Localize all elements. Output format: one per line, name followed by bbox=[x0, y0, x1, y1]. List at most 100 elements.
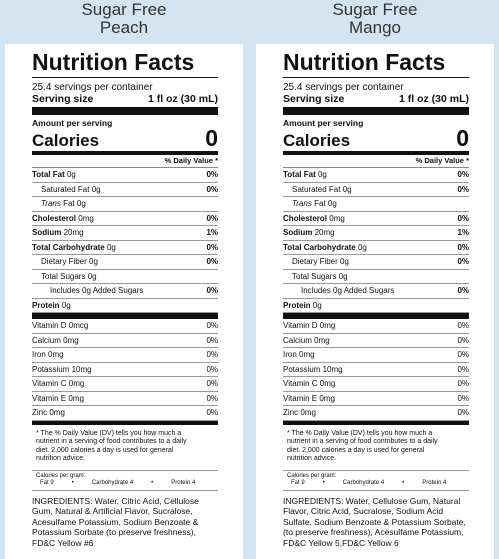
nutrient-prefix: Trans bbox=[41, 199, 61, 208]
ingredients: INGREDIENTS: Water, Cellulose Gum, Natur… bbox=[283, 495, 466, 548]
panel-heading: Nutrition Facts bbox=[32, 48, 218, 78]
cpg-label: Calories per gram: bbox=[287, 472, 337, 479]
cpg-item: Fat 9 bbox=[40, 479, 54, 486]
nutrient-dv: 0% bbox=[206, 170, 218, 179]
nutrient-dv: 0% bbox=[457, 408, 469, 417]
nutrient-name: Iron 0mg bbox=[32, 348, 64, 362]
nutrient-row: Potassium 10mg 0% bbox=[283, 363, 469, 377]
serving-size-value: 1 fl oz (30 mL) bbox=[398, 93, 469, 105]
product-title: Sugar Free Peach bbox=[5, 0, 243, 42]
cpg-item: Carbohydrate 4 bbox=[91, 479, 134, 486]
nutrient-label: Potassium bbox=[32, 364, 70, 374]
nutrient-amount: 0mg bbox=[319, 321, 336, 330]
footnote: * The % Daily Value (DV) tells you how m… bbox=[283, 425, 469, 471]
nutrient-dv: 0% bbox=[457, 257, 469, 266]
serving-size-label: Serving size bbox=[283, 93, 345, 105]
nutrient-row: Zinc 0mg 0% bbox=[283, 406, 469, 421]
nutrient-row: Saturated Fat 0g 0% bbox=[283, 183, 469, 197]
medium-rule bbox=[283, 151, 469, 155]
nutrient-name: Dietary Fiber 0g bbox=[32, 255, 98, 269]
nutrient-name: Total Fat 0g bbox=[32, 168, 76, 182]
nutrient-amount: 0mg bbox=[78, 213, 94, 223]
product-title: Sugar Free Mango bbox=[256, 0, 494, 42]
nutrient-amount: 10mg bbox=[71, 364, 92, 374]
nutrient-name: Total Carbohydrate 0g bbox=[32, 241, 116, 255]
calories-value: 0 bbox=[456, 125, 469, 151]
nutrient-row: Vitamin C 0mg 0% bbox=[283, 377, 469, 392]
nutrient-amount: 20mg bbox=[314, 228, 335, 237]
cpg-item: Protein 4 bbox=[422, 479, 447, 486]
nutrient-row: Total Sugars 0g bbox=[283, 270, 469, 284]
nutrient-dv: 0% bbox=[206, 213, 218, 223]
calories-label: Calories bbox=[283, 131, 351, 150]
calories-row: Calories 0 bbox=[32, 127, 218, 151]
nutrient-dv: 0% bbox=[457, 184, 469, 194]
nutrient-row: Calcium 0mg 0% bbox=[283, 334, 469, 348]
serving-size-label: Serving size bbox=[32, 93, 94, 105]
nutrient-name: Sodium 20mg bbox=[283, 226, 335, 240]
cpg-items: Fat 9 • Carbohydrate 4 • Protein 4 bbox=[287, 480, 465, 487]
amount-per-serving: Amount per serving bbox=[283, 118, 364, 128]
nutrient-label: Total Fat bbox=[283, 170, 316, 179]
cpg-item: Carbohydrate 4 bbox=[342, 479, 385, 486]
nutrient-amount: 0mcg bbox=[68, 321, 89, 330]
nutrient-amount: 0mg bbox=[329, 213, 345, 223]
nutrient-amount: 0g bbox=[317, 170, 327, 179]
nutrient-dv: 0% bbox=[206, 257, 218, 266]
nutrient-dv: 1% bbox=[457, 228, 469, 237]
nutrient-row: Vitamin E 0mg 0% bbox=[32, 392, 218, 406]
nutrient-row: Dietary Fiber 0g 0% bbox=[283, 255, 469, 270]
nutrient-label: Saturated Fat bbox=[292, 184, 341, 194]
nutrient-dv: 0% bbox=[206, 408, 218, 417]
nutrient-dv: 0% bbox=[457, 321, 469, 330]
nutrient-dv: 0% bbox=[206, 335, 218, 345]
nutrient-row: Sodium 20mg 1% bbox=[32, 226, 218, 241]
nutrient-name: Vitamin C 0mg bbox=[283, 377, 335, 391]
thick-rule bbox=[283, 313, 469, 319]
cpg-label: Calories per gram: bbox=[36, 472, 86, 479]
nutrient-name: Trans Fat 0g bbox=[283, 197, 337, 211]
calories-row: Calories 0 bbox=[283, 125, 469, 151]
bullet: • bbox=[322, 479, 325, 486]
nutrient-name: Vitamin D 0mcg bbox=[32, 319, 88, 333]
serving-size-value: 1 fl oz (30 mL) bbox=[147, 93, 218, 105]
nutrient-row: Iron 0mg 0% bbox=[283, 348, 469, 363]
nutrient-dv: 0% bbox=[206, 321, 218, 330]
nutrient-row: Total Sugars 0g bbox=[32, 270, 218, 284]
nutrient-dv: 0% bbox=[206, 379, 218, 388]
nutrient-label: Protein bbox=[283, 300, 311, 310]
cpg-item: Protein 4 bbox=[171, 479, 196, 486]
nutrient-label: Vitamin E bbox=[32, 393, 67, 403]
nutrient-label: Cholesterol bbox=[283, 213, 328, 223]
serving-size: Serving size 1 fl oz (30 mL) bbox=[32, 93, 218, 105]
nutrient-row: Trans Fat 0g bbox=[32, 197, 218, 212]
nutrient-name: Potassium 10mg bbox=[283, 363, 343, 377]
nutrient-label: Total Sugars bbox=[292, 271, 337, 281]
nutrient-name: Dietary Fiber 0g bbox=[283, 255, 349, 269]
nutrient-dv: 0% bbox=[206, 184, 218, 194]
nutrient-amount: 0mg bbox=[49, 408, 65, 417]
nutrient-amount: 0mg bbox=[300, 408, 316, 417]
nutrient-prefix: Trans bbox=[292, 199, 312, 208]
nutrient-label: Iron bbox=[283, 350, 297, 359]
nutrient-label: Includes 0g Added Sugars bbox=[301, 286, 395, 295]
nutrient-name: Zinc 0mg bbox=[32, 406, 65, 420]
nutrient-amount: 0g bbox=[89, 257, 98, 266]
nutrient-name: Total Fat 0g bbox=[283, 168, 327, 182]
nutrient-name: Protein 0g bbox=[283, 299, 322, 313]
nutrient-name: Potassium 10mg bbox=[32, 363, 92, 377]
nutrient-label: Calcium bbox=[32, 335, 61, 345]
nutrient-name: Calcium 0mg bbox=[283, 334, 330, 348]
serving-size: Serving size 1 fl oz (30 mL) bbox=[283, 93, 469, 105]
nutrient-amount: 0g bbox=[76, 199, 86, 208]
nutrient-name: Zinc 0mg bbox=[283, 406, 316, 420]
nutrient-row: Saturated Fat 0g 0% bbox=[32, 183, 218, 197]
nutrient-name: Saturated Fat 0g bbox=[283, 183, 352, 197]
nutrient-amount: 0g bbox=[66, 170, 76, 179]
nutrition-panel: Nutrition Facts 25.4 servings per contain… bbox=[256, 44, 494, 559]
nutrient-amount: 0mg bbox=[63, 335, 79, 345]
nutrient-row: Protein 0g bbox=[32, 299, 218, 313]
nutrient-label: Fat bbox=[63, 199, 75, 208]
nutrient-label: Sodium bbox=[32, 228, 62, 237]
title-line: Peach bbox=[99, 18, 149, 37]
